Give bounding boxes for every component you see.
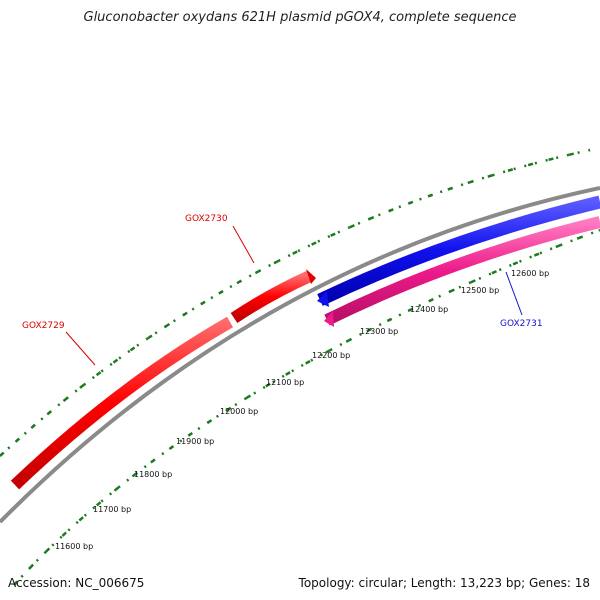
gene-gox2731[interactable] (317, 195, 600, 306)
gc-track-inner (13, 228, 600, 586)
gene-label-gox2730[interactable]: GOX2730 (185, 214, 228, 224)
label-line-gox2731 (505, 271, 523, 316)
label-line-gox2730 (232, 225, 255, 264)
tick-label-12400: 12400 bp (410, 305, 448, 314)
gene-pink-feature[interactable] (324, 216, 600, 326)
accession-text: Accession: NC_006675 (8, 576, 145, 590)
gc-track-outer-accent (0, 148, 591, 457)
gc-track-outer (0, 148, 591, 457)
backbone-ring (0, 186, 600, 524)
tick-label-11600: 11600 bp (55, 542, 93, 551)
tick-label-11900: 11900 bp (176, 437, 214, 446)
tick-label-12200: 12200 bp (312, 351, 350, 360)
tick-label-11700: 11700 bp (93, 505, 131, 514)
gene-gox2730-arrowhead (306, 269, 316, 284)
gene-gox2731-arrowhead (317, 291, 329, 307)
tick-label-12600: 12600 bp (511, 269, 549, 278)
map-title: Gluconobacter oxydans 621H plasmid pGOX4… (83, 10, 517, 25)
tick-label-12000: 12000 bp (220, 407, 258, 416)
tick-label-11800: 11800 bp (134, 470, 172, 479)
tick-label-12300: 12300 bp (360, 327, 398, 336)
label-line-gox2729 (65, 331, 96, 366)
topology-summary: Topology: circular; Length: 13,223 bp; G… (298, 576, 590, 590)
tick-label-12100: 12100 bp (266, 378, 304, 387)
gene-label-gox2731[interactable]: GOX2731 (500, 319, 543, 329)
pink-feature-arrowhead (324, 311, 334, 327)
gene-gox2729[interactable] (10, 316, 233, 490)
tick-label-12500: 12500 bp (461, 286, 499, 295)
gene-label-gox2729[interactable]: GOX2729 (22, 321, 65, 331)
gene-gox2730[interactable] (230, 270, 313, 323)
